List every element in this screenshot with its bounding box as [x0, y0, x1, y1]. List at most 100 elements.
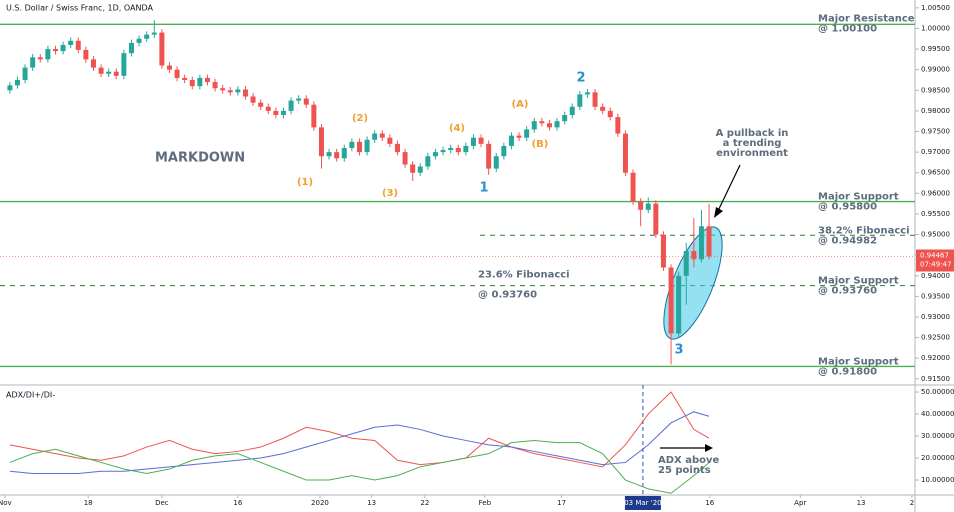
candle-body	[235, 89, 241, 93]
arrow-head	[705, 444, 713, 452]
fib-label: @ 0.93760	[478, 290, 537, 301]
wave-label: (A)	[512, 99, 529, 110]
candle-body	[349, 141, 355, 148]
candle-body	[660, 234, 666, 268]
candle-body	[113, 71, 119, 76]
countdown-label: 07:49:47	[920, 261, 951, 269]
candle-body	[379, 133, 385, 138]
candle-body	[144, 34, 150, 39]
wave-label: 3	[674, 343, 683, 358]
candle-body	[622, 133, 628, 173]
candle-body	[83, 49, 89, 60]
candle-body	[698, 226, 704, 260]
candle-body	[432, 152, 438, 157]
y-tick-label: 0.93000	[921, 313, 950, 321]
x-tick-label: 16	[705, 499, 714, 507]
candle-body	[250, 96, 256, 103]
x-tick-label: 18	[84, 499, 93, 507]
candle-body	[326, 152, 332, 157]
candle-body	[645, 203, 651, 210]
candle-body	[607, 110, 613, 118]
y-tick-label: 0.97000	[921, 148, 950, 156]
level-label: @ 0.95800	[818, 202, 877, 213]
candle-body	[554, 121, 560, 128]
y-tick-label: 0.91500	[921, 375, 950, 383]
y-tick-label: 0.92500	[921, 334, 950, 342]
candle-body	[562, 115, 568, 122]
candle-body	[516, 135, 522, 138]
candle-body	[204, 77, 210, 83]
candle-body	[7, 85, 13, 91]
y2-tick-label: 10.00000	[921, 476, 954, 484]
candle-body	[159, 32, 165, 66]
adx-note: 25 points	[658, 465, 711, 476]
last-price-label: 0.94467	[920, 252, 949, 260]
indicator-line	[9, 411, 710, 474]
candle-body	[90, 59, 96, 68]
candle-body	[546, 123, 552, 128]
x-tick-label: 03 Mar '20	[624, 499, 661, 507]
last-price-box	[916, 249, 954, 272]
y2-tick-label: 50.00000	[921, 388, 954, 396]
fib-label: 23.6% Fibonacci	[478, 270, 570, 281]
y-tick-label: 0.98500	[921, 86, 950, 94]
candle-body	[410, 164, 416, 173]
candle-body	[508, 135, 514, 146]
candle-body	[706, 226, 712, 257]
candle-body	[683, 251, 689, 276]
candle-body	[448, 147, 454, 151]
wave-label: (B)	[532, 139, 549, 150]
candle-body	[531, 121, 537, 130]
candle-body	[182, 77, 188, 80]
y2-tick-label: 30.00000	[921, 432, 954, 440]
candle-body	[296, 98, 302, 101]
wave-label: (4)	[449, 123, 465, 134]
y-tick-label: 1.00500	[921, 4, 950, 12]
level-label: Major Support	[818, 356, 899, 367]
candle-body	[60, 44, 66, 52]
candle-body	[600, 106, 606, 111]
candle-body	[524, 129, 530, 138]
y-tick-label: 0.99000	[921, 66, 950, 74]
candle-body	[364, 139, 370, 153]
candle-body	[425, 156, 431, 167]
adx-note: ADX above	[658, 455, 720, 466]
candle-body	[303, 98, 309, 105]
candle-body	[691, 251, 697, 260]
candle-body	[653, 203, 659, 235]
candle-body	[197, 77, 203, 87]
level-label: @ 1.00100	[818, 23, 877, 34]
y-tick-label: 0.93500	[921, 292, 950, 300]
candle-body	[493, 156, 499, 169]
wave-label: (1)	[297, 177, 313, 188]
y-tick-label: 1.00000	[921, 24, 950, 32]
candle-body	[668, 267, 674, 334]
wave-label: (3)	[382, 188, 398, 199]
candle-body	[106, 71, 112, 74]
candle-body	[280, 110, 286, 116]
candle-body	[98, 67, 104, 74]
level-label: @ 0.93760	[818, 286, 877, 297]
y-tick-label: 0.97500	[921, 127, 950, 135]
markdown-label: MARKDOWN	[155, 151, 245, 166]
candle-body	[242, 89, 248, 97]
candle-body	[136, 38, 142, 43]
pullback-note: A pullback in	[716, 128, 789, 139]
candle-body	[273, 110, 279, 116]
candle-body	[258, 102, 264, 107]
candle-body	[265, 106, 271, 111]
level-label: @ 0.94982	[818, 235, 877, 246]
candle-body	[417, 166, 423, 173]
candle-body	[569, 106, 575, 116]
x-tick-label: Nov	[0, 499, 12, 507]
candle-body	[463, 145, 469, 153]
level-label: @ 0.91800	[818, 366, 877, 377]
x-tick-label: 13	[367, 499, 376, 507]
pullback-note: a trending	[723, 138, 782, 149]
candle-body	[676, 275, 682, 334]
wave-label: 2	[576, 71, 585, 86]
y-tick-label: 0.95000	[921, 231, 950, 239]
candle-body	[592, 92, 598, 107]
